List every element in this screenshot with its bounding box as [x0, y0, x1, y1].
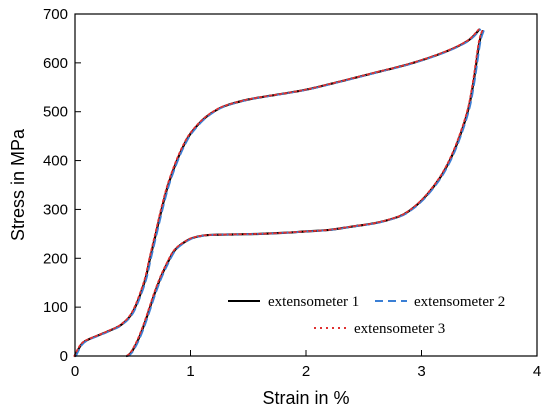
x-axis-ticks: 0 1 2 3 4 — [71, 350, 541, 380]
x-tick-label: 0 — [71, 363, 79, 380]
x-tick-label: 1 — [186, 363, 194, 380]
x-tick-label: 2 — [302, 363, 310, 380]
legend-label-extensometer-3: extensometer 3 — [354, 321, 445, 337]
series-line-3-unloading — [125, 30, 483, 357]
y-axis-ticks: 0 100 200 300 400 500 600 700 — [43, 6, 81, 365]
y-tick-label: 0 — [60, 348, 68, 365]
y-tick-label: 200 — [43, 250, 68, 267]
y-tick-label: 400 — [43, 153, 68, 170]
x-tick-label: 4 — [533, 363, 541, 380]
legend-label-extensometer-2: extensometer 2 — [414, 294, 505, 310]
y-tick-label: 300 — [43, 201, 68, 218]
curves-layer — [73, 28, 485, 358]
x-tick-label: 3 — [417, 363, 425, 380]
y-tick-label: 500 — [43, 104, 68, 121]
y-tick-label: 100 — [43, 299, 68, 316]
legend: extensometer 1 extensometer 2 extensomet… — [228, 294, 505, 337]
series-line-3-loading — [73, 28, 480, 357]
y-axis-title: Stress in MPa — [8, 128, 28, 241]
y-tick-label: 700 — [43, 6, 68, 23]
x-axis-title: Strain in % — [262, 388, 349, 408]
y-tick-label: 600 — [43, 55, 68, 72]
legend-label-extensometer-1: extensometer 1 — [268, 294, 359, 310]
